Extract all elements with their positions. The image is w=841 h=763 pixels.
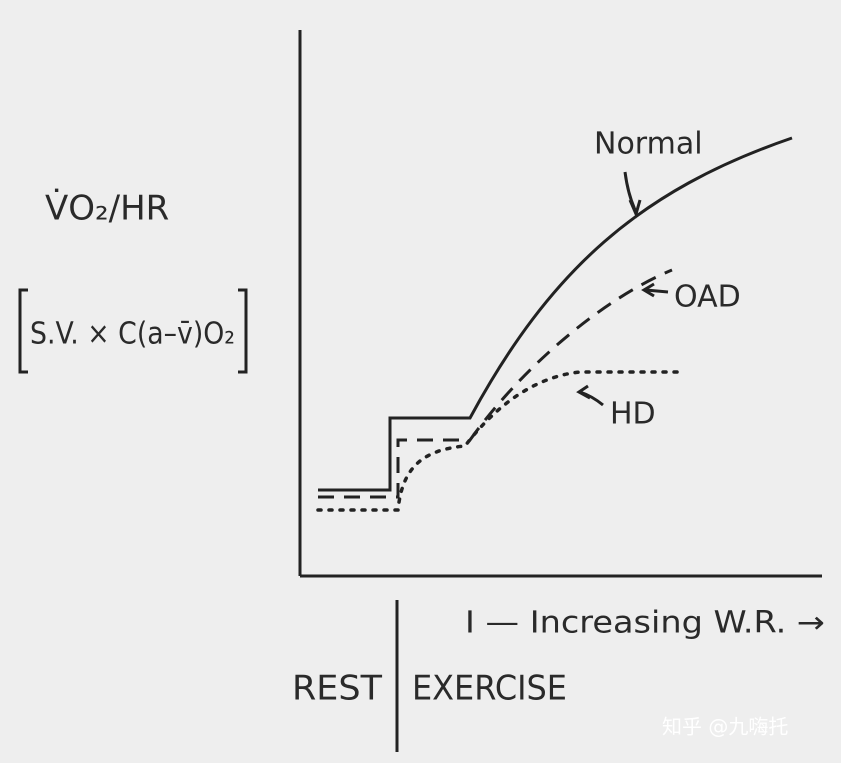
y-formula: S.V. × C(a–v̄)O₂ (30, 317, 235, 352)
hd-curve (316, 370, 682, 512)
x-label: I — Increasing W.R. → (465, 606, 825, 641)
curve-label: OAD (674, 280, 741, 315)
watermark: 知乎 @九嗨托 (662, 715, 788, 739)
bracket (18, 288, 28, 374)
phase-label: REST (292, 669, 382, 709)
curve-label: Normal (594, 127, 703, 162)
normal-curve (318, 136, 793, 492)
curve-label: HD (610, 397, 656, 432)
pointer-head (576, 384, 591, 400)
pointer-head (628, 199, 642, 219)
pointer (645, 288, 669, 294)
phase-label: EXERCISE (412, 669, 567, 709)
pointer-head (641, 282, 655, 298)
bracket (238, 288, 248, 374)
y-label: V̇O₂/HR (45, 188, 169, 228)
